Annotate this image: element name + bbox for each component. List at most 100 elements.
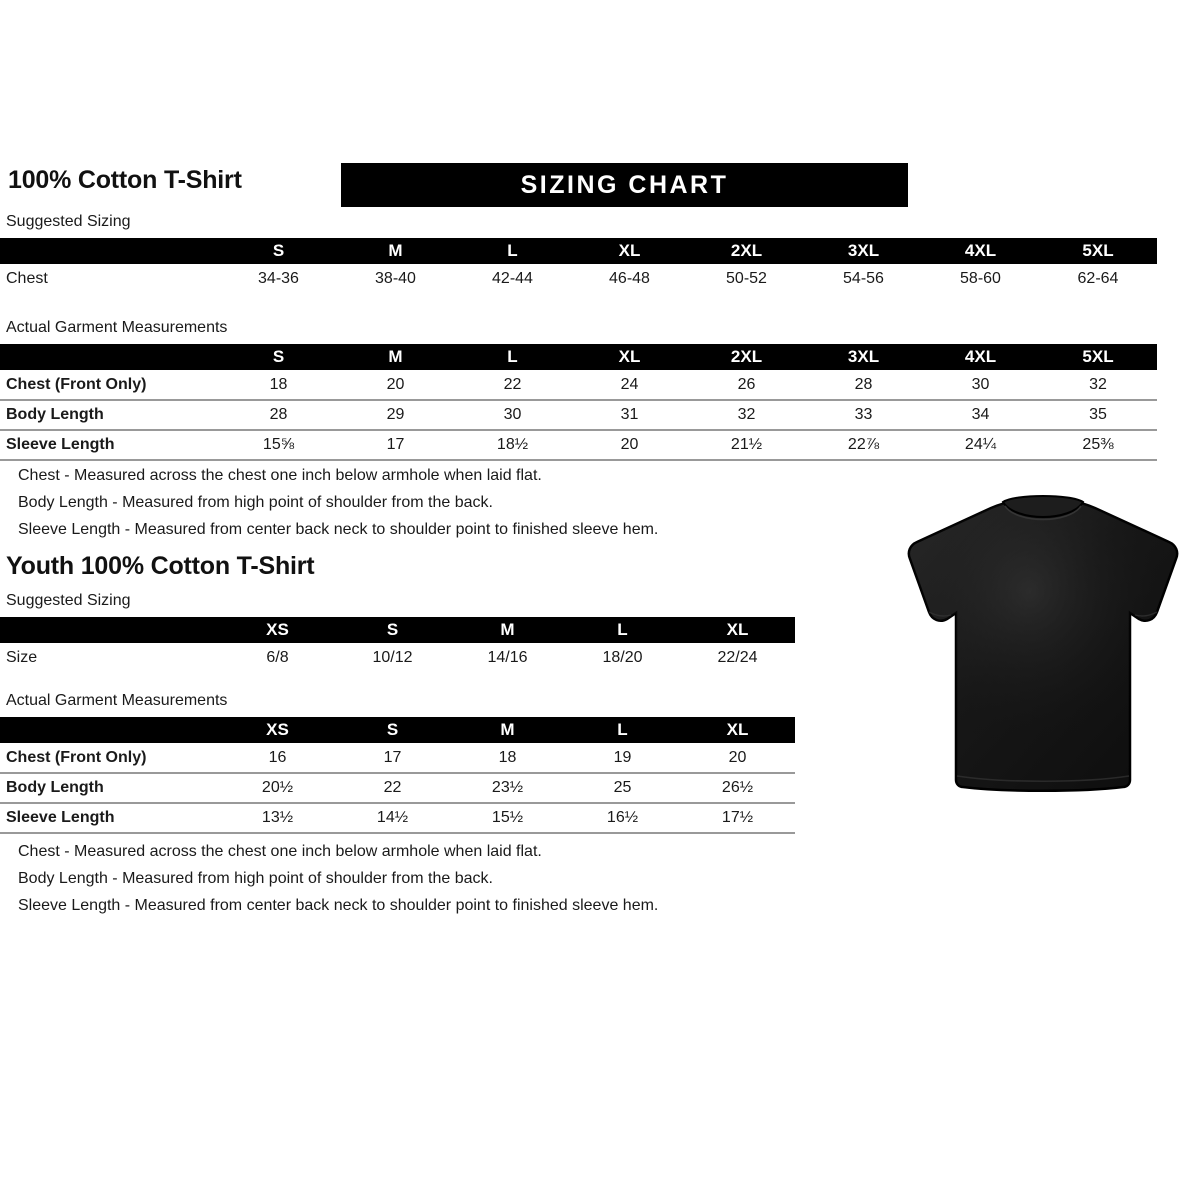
youth-note-2: Body Length - Measured from high point o… [18,870,493,887]
sizing-chart-banner: SIZING CHART [341,163,908,207]
youth-measure-cell: 16½ [565,802,680,834]
adult-suggested-size-header-xl: XL [618,241,641,260]
adult-measure-cell: 21½ [688,429,805,461]
adult-suggested-cell: 50-52 [726,270,767,287]
adult-suggested-size-header-3xl: 3XL [847,241,880,260]
black-tshirt-icon [907,495,1179,792]
table-header-row: S M L XL 2XL 3XL 4XL 5XL [0,238,1157,264]
table-body: Size 6/8 10/12 14/16 18/20 22/24 [0,643,795,673]
youth-suggested-cell: 22/24 [717,649,758,666]
adult-measure-cell: 30 [454,399,571,430]
adult-measure-size-header-m: M [388,347,403,366]
youth-suggested-size-header-l: L [617,620,628,639]
adult-measure-corner-header [0,344,220,370]
adult-measure-cell: 33 [805,399,922,430]
youth-measure-cell: 13½ [220,802,335,834]
youth-measure-cell: 25 [565,772,680,803]
table-body: Chest (Front Only) 16 17 18 19 20 Body Length 2… [0,743,795,834]
shirt-collar-stitch [1004,505,1082,521]
youth-section-title: Youth 100% Cotton T-Shirt [6,552,315,580]
youth-measure-cell: 26½ [680,772,795,803]
table-header-row: XS S M L XL [0,717,795,743]
adult-suggested-cell: 38-40 [375,270,416,287]
youth-measure-cell: 14½ [335,802,450,834]
adult-measure-cell: 35 [1039,399,1157,430]
adult-measure-cell: 18 [269,375,288,393]
adult-measure-cell: 31 [571,399,688,430]
adult-measure-row-label: Body Length [0,399,220,430]
adult-suggested-cell: 62-64 [1077,270,1119,287]
youth-suggested-sizing-caption: Suggested Sizing [6,592,131,609]
youth-suggested-corner-header [0,617,220,643]
adult-measure-size-header-2xl: 2XL [730,347,763,366]
adult-measure-cell: 17 [337,429,454,461]
adult-suggested-cell: 58-60 [960,270,1001,287]
youth-measure-cell: 17 [383,748,402,766]
sizing-chart-banner-label: SIZING CHART [520,170,729,199]
adult-suggested-cell: 54-56 [843,270,884,287]
adult-measure-cell: 20 [571,429,688,461]
adult-suggested-cell: 42-44 [492,270,533,287]
youth-suggested-cell: 18/20 [602,649,643,666]
adult-measure-size-header-xl: XL [618,347,641,366]
adult-suggested-corner-header [0,238,220,264]
adult-measure-size-header-4xl: 4XL [964,347,997,366]
adult-measurements-caption: Actual Garment Measurements [6,319,228,336]
document-header: 100% Cotton T-Shirt SIZING CHART [8,163,1192,207]
youth-measurements-caption: Actual Garment Measurements [6,692,228,709]
adult-measure-cell: 24 [620,375,639,393]
adult-suggested-size-header-2xl: 2XL [730,241,763,260]
youth-measure-size-header-m: M [500,720,515,739]
adult-note-1: Chest - Measured across the chest one in… [18,467,542,484]
youth-measure-corner-header [0,717,220,743]
adult-suggested-size-header-l: L [507,241,518,260]
adult-measurements-table: S M L XL 2XL 3XL 4XL 5XL Chest (Front Only) 18 20… [0,344,1157,461]
adult-measure-cell: 32 [688,399,805,430]
adult-suggested-cell: 46-48 [609,270,650,287]
youth-measure-row-label: Chest (Front Only) [6,748,147,766]
youth-suggested-size-header-xl: XL [726,620,749,639]
youth-measure-size-header-xl: XL [726,720,749,739]
right-sleeve-hem [1134,611,1158,617]
youth-note-1: Chest - Measured across the chest one in… [18,843,542,860]
youth-note-3: Sleeve Length - Measured from center bac… [18,897,659,914]
youth-suggested-row-label: Size [6,649,38,666]
adult-suggested-size-header-5xl: 5XL [1082,241,1114,260]
youth-suggested-cell: 6/8 [266,649,289,666]
youth-measure-row-label: Sleeve Length [0,802,220,834]
table-header-row: S M L XL 2XL 3XL 4XL 5XL [0,344,1157,370]
adult-measure-cell: 25⅜ [1039,429,1157,461]
youth-measure-cell: 19 [613,748,632,766]
youth-measure-size-header-xs: XS [266,720,289,739]
adult-measure-cell: 20 [386,375,405,393]
shirt-collar [1001,495,1085,518]
shirt-bottom-hem [956,775,1130,783]
adult-measure-cell: 30 [971,375,990,393]
youth-measure-cell: 20 [728,748,747,766]
adult-suggested-cell: 34-36 [258,270,299,287]
table-row: Sleeve Length 13½ 14½ 15½ 16½ 17½ [0,802,795,834]
table-row: Size 6/8 10/12 14/16 18/20 22/24 [0,643,795,673]
youth-measure-cell: 20½ [220,772,335,803]
adult-measure-cell: 28 [854,375,873,393]
youth-measure-size-header-l: L [617,720,628,739]
adult-suggested-size-header-s: S [272,241,285,260]
youth-measure-row-label: Body Length [0,772,220,803]
adult-suggested-size-header-m: M [388,241,403,260]
adult-measure-cell: 32 [1089,375,1107,393]
adult-measure-cell: 22 [503,375,522,393]
adult-measure-cell: 18½ [454,429,571,461]
youth-measure-size-header-s: S [386,720,399,739]
adult-measure-cell: 29 [337,399,454,430]
adult-measurement-notes: Chest - Measured across the chest one in… [18,462,658,543]
adult-measure-cell: 28 [220,399,337,430]
adult-measure-cell: 26 [737,375,756,393]
adult-suggested-sizing-caption: Suggested Sizing [6,213,131,230]
adult-measure-size-header-s: S [272,347,285,366]
adult-note-3: Sleeve Length - Measured from center bac… [18,521,659,538]
adult-suggested-size-header-4xl: 4XL [964,241,997,260]
adult-measure-size-header-3xl: 3XL [847,347,880,366]
table-row: Chest 34-36 38-40 42-44 46-48 50-52 54-56 58-60… [0,264,1157,294]
youth-suggested-size-header-xs: XS [266,620,289,639]
table-row: Body Length 20½ 22 23½ 25 26½ [0,772,795,803]
